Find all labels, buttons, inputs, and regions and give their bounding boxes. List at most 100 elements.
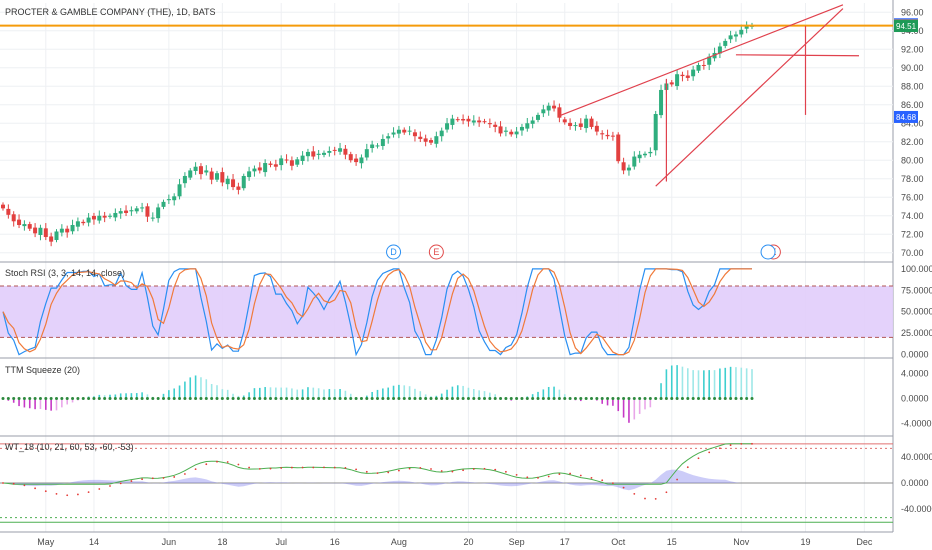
squeeze-dot: [600, 397, 604, 401]
squeeze-dot: [622, 397, 626, 401]
upper-trendline: [559, 4, 844, 117]
squeeze-dot: [215, 397, 219, 401]
wt2-dot: [333, 466, 336, 469]
candle-body: [637, 154, 642, 159]
candle-body: [707, 56, 712, 65]
wt2-dot: [194, 468, 197, 471]
wt-pane[interactable]: [0, 442, 893, 523]
squeeze-dot: [290, 397, 294, 401]
squeeze-dot: [659, 397, 663, 401]
stoch-rsi-tick-label: 0.0000: [901, 350, 929, 360]
ttm-squeeze-pane[interactable]: [1, 365, 754, 423]
squeeze-dot: [12, 397, 16, 401]
candle-body: [669, 82, 674, 85]
squeeze-dot: [269, 397, 272, 401]
stoch-rsi-pane[interactable]: [0, 268, 893, 357]
candle-body: [461, 118, 466, 121]
squeeze-dot: [156, 397, 160, 401]
squeeze-dot: [488, 397, 492, 401]
price-tick-label: 76.00: [901, 192, 924, 202]
candle-body: [108, 215, 112, 217]
squeeze-dot: [6, 397, 10, 401]
candle-body: [113, 212, 118, 218]
squeeze-dot: [675, 397, 679, 401]
squeeze-dot: [477, 397, 481, 401]
candle-body: [86, 217, 91, 223]
candle-body: [38, 227, 43, 235]
squeeze-dot: [573, 397, 577, 401]
candle-body: [391, 132, 396, 135]
squeeze-dot: [429, 397, 433, 401]
wt2-dot: [323, 466, 325, 469]
squeeze-dot: [322, 397, 326, 401]
squeeze-dot: [103, 397, 107, 401]
price-pane[interactable]: DEE: [0, 4, 893, 260]
event-marker: [386, 244, 402, 260]
price-tick-label: 84.00: [901, 118, 924, 128]
wt2-dot: [440, 470, 443, 472]
squeeze-dot: [220, 397, 224, 401]
candle-body: [17, 219, 22, 225]
squeeze-dot: [188, 397, 192, 401]
horizontal-measure: [735, 54, 860, 57]
squeeze-dot: [263, 397, 267, 401]
candle-body: [166, 199, 171, 201]
squeeze-dot: [210, 397, 214, 401]
candle-body: [552, 105, 557, 109]
squeeze-dot: [135, 397, 139, 401]
squeeze-dot: [87, 397, 91, 401]
time-tick-label: 14: [89, 537, 99, 547]
candle-body: [204, 170, 209, 173]
squeeze-dot: [584, 397, 588, 401]
wt2-dot: [109, 485, 111, 487]
squeeze-dot: [183, 397, 187, 401]
candle-body: [124, 210, 129, 213]
wt2-dot: [569, 472, 571, 475]
candle-body: [589, 118, 594, 127]
wt2-dot: [376, 472, 379, 474]
squeeze-dot: [691, 397, 695, 401]
candle-body: [685, 75, 690, 78]
candle-body: [91, 215, 96, 220]
squeeze-dot: [226, 397, 230, 401]
squeeze-dot: [402, 397, 406, 401]
wt2-dot: [505, 470, 507, 473]
candle-body: [514, 131, 519, 135]
candle-body: [396, 129, 401, 134]
candle-body: [455, 119, 460, 121]
squeeze-dot: [370, 397, 374, 401]
candle-body: [161, 201, 166, 207]
squeeze-dot: [76, 397, 80, 401]
candle-body: [675, 74, 680, 87]
wt2-dot: [291, 466, 293, 469]
candle-body: [578, 123, 583, 127]
wt2-dot: [216, 460, 218, 463]
squeeze-dot: [338, 397, 342, 401]
price-tick-label: 88.00: [901, 81, 924, 91]
ttm-tick-label: 4.0000: [901, 369, 929, 379]
candle-body: [145, 206, 150, 217]
candle-body: [691, 69, 696, 77]
squeeze-dot: [33, 397, 37, 401]
candle-body: [584, 118, 589, 129]
squeeze-dot: [44, 397, 48, 401]
price-tick-label: 86.00: [901, 100, 924, 110]
squeeze-dot: [504, 397, 508, 401]
candle-body: [493, 124, 498, 127]
candle-body: [241, 175, 246, 189]
candle-body: [322, 152, 326, 155]
candle-body: [429, 140, 433, 143]
candle-body: [11, 214, 16, 222]
wt2-dot: [676, 478, 678, 481]
candle-body: [466, 118, 471, 122]
wt2-dot: [612, 482, 614, 485]
candle-body: [268, 163, 273, 165]
squeeze-dot: [65, 397, 69, 401]
candle-body: [140, 207, 145, 209]
candle-body: [129, 210, 134, 212]
candle-body: [525, 123, 530, 129]
candle-body: [477, 120, 482, 123]
squeeze-dot: [295, 397, 299, 401]
squeeze-dot: [520, 397, 524, 401]
event-marker: [760, 244, 776, 260]
